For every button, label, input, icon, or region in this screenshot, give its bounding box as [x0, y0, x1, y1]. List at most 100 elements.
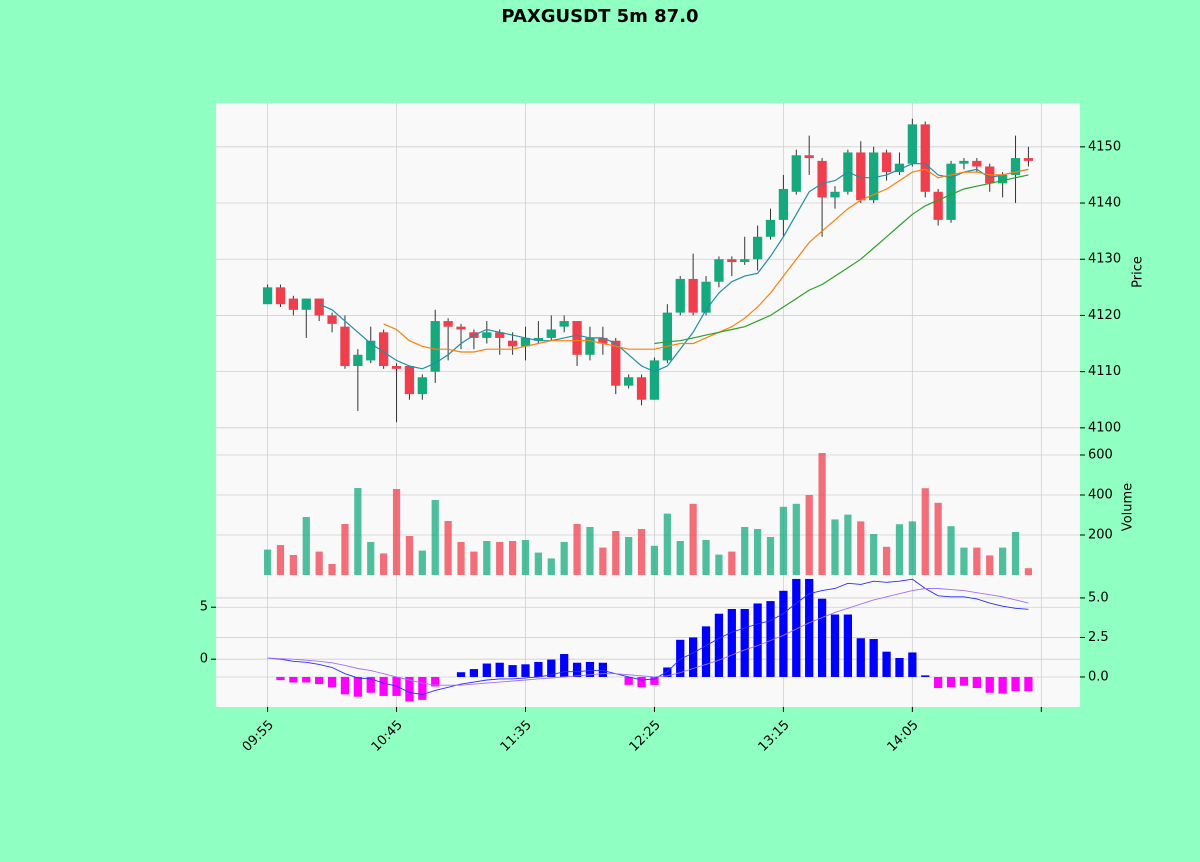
volume-bar	[831, 519, 839, 575]
volume-bar	[689, 503, 697, 575]
candle-body	[972, 160, 982, 167]
candle-body	[946, 163, 956, 220]
y-tick-label: 4140	[1088, 196, 1121, 211]
candle-body	[301, 298, 311, 310]
volume-bar	[663, 513, 671, 575]
macd-histogram-bar	[585, 661, 595, 677]
volume-bar	[999, 547, 1007, 575]
y-tick-label: 2.5	[1088, 630, 1109, 645]
macd-histogram-bar	[779, 590, 788, 677]
macd-histogram-bar	[753, 603, 762, 677]
y-tick-label: 5.0	[1088, 590, 1109, 605]
candle-body	[701, 281, 711, 313]
volume-bar	[276, 545, 285, 575]
volume-bar	[1011, 532, 1020, 575]
y-tick-label: 0.0	[1088, 669, 1109, 684]
volume-bar	[779, 506, 788, 575]
macd-histogram-bar	[650, 676, 659, 685]
macd-histogram-bar	[1011, 676, 1020, 692]
y-tick-label: 200	[1088, 528, 1113, 543]
candle-body	[366, 340, 376, 361]
volume-bar	[457, 542, 465, 575]
volume-bar	[857, 521, 865, 575]
y-tick-label: 0	[200, 652, 208, 667]
volume-bar	[534, 552, 542, 575]
macd-histogram-bar	[508, 665, 517, 677]
volume-bar	[947, 526, 955, 575]
y-tick-label: 4110	[1088, 364, 1121, 379]
candle-body	[817, 160, 827, 198]
macd-histogram-bar	[353, 676, 362, 697]
volume-bar	[882, 546, 891, 575]
candle-body	[636, 377, 647, 400]
y-tick-label: 600	[1088, 448, 1113, 463]
macd-histogram-bar	[495, 662, 504, 677]
candle-body	[791, 155, 801, 192]
candle-body	[1010, 158, 1021, 175]
macd-histogram-bar	[289, 676, 298, 683]
candle-body	[572, 321, 582, 355]
macd-histogram-bar	[869, 639, 878, 677]
volume-bar	[573, 524, 581, 575]
macd-histogram-bar	[689, 637, 698, 677]
macd-histogram-bar	[521, 664, 530, 677]
macd-histogram-bar	[727, 608, 736, 677]
candle-body	[662, 312, 672, 361]
volume-bar	[547, 558, 555, 575]
volume-bar	[650, 545, 659, 575]
macd-histogram-bar	[276, 676, 285, 681]
volume-bar	[470, 551, 478, 575]
macd-histogram-bar	[998, 676, 1007, 694]
volume-bar	[908, 521, 916, 575]
macd-histogram-bar	[830, 614, 840, 677]
candle-body	[765, 219, 776, 237]
macd-histogram-bar	[624, 676, 633, 685]
candle-body	[675, 278, 685, 313]
candle-body	[997, 174, 1008, 184]
macd-histogram-bar	[572, 662, 582, 677]
volume-bar	[405, 536, 414, 575]
candle-body	[624, 377, 634, 386]
macd-histogram-bar	[714, 613, 724, 677]
volume-bar	[792, 503, 800, 575]
candle-body	[598, 337, 608, 344]
macd-histogram-bar	[985, 676, 994, 693]
candle-body	[391, 366, 402, 369]
volume-bar	[354, 488, 362, 575]
moving-average-line	[383, 168, 1029, 353]
candle-body	[907, 124, 918, 164]
macd-histogram-bar	[327, 676, 337, 688]
volume-axis-label: Volume	[1121, 483, 1136, 531]
macd-histogram-bar	[701, 626, 711, 677]
volume-bar	[521, 540, 530, 575]
y-tick-label: 4150	[1088, 139, 1121, 154]
volume-bar	[1024, 568, 1033, 575]
x-tick-label: 11:35	[498, 718, 535, 755]
macd-histogram-bar	[418, 676, 427, 700]
x-tick-label: 14:05	[885, 718, 922, 755]
candle-body	[740, 259, 750, 263]
candle-body	[894, 163, 905, 173]
volume-bar	[934, 502, 942, 575]
macd-histogram-bar	[908, 652, 917, 677]
candle-body	[920, 124, 930, 192]
candle-body	[778, 188, 789, 220]
candle-body	[275, 287, 286, 305]
candle-body	[520, 337, 531, 347]
moving-average-line	[318, 163, 1029, 373]
candle-body	[959, 160, 969, 164]
candle-body	[404, 366, 415, 395]
volume-bar	[367, 542, 375, 575]
macd-histogram-bar	[431, 676, 440, 687]
macd-histogram-bar	[405, 676, 414, 702]
candle-body	[585, 337, 595, 355]
volume-bar	[973, 547, 981, 575]
macd-histogram-bar	[663, 667, 672, 677]
candle-body	[262, 287, 273, 305]
candle-body	[482, 332, 492, 338]
volume-bar	[328, 564, 336, 575]
candle-body	[856, 152, 866, 201]
volume-bar	[702, 540, 710, 575]
macd-histogram-bar	[805, 578, 814, 677]
